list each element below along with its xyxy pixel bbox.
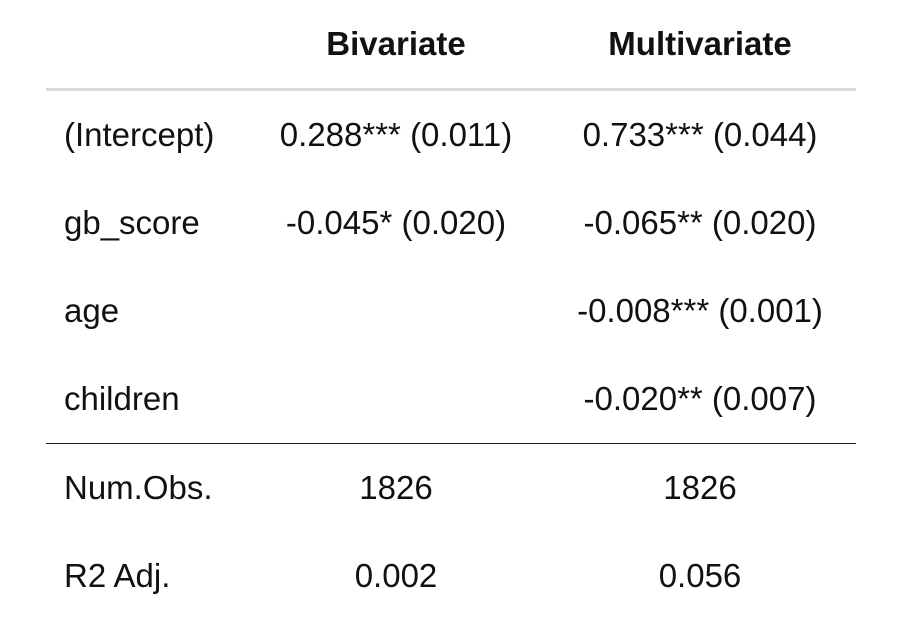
header-multivariate: Multivariate [544,0,856,91]
regression-table-container: Bivariate Multivariate (Intercept) 0.288… [46,0,856,620]
row-label: children [46,355,248,444]
cell-bivariate [248,355,544,444]
header-bivariate: Bivariate [248,0,544,91]
row-label: gb_score [64,204,200,241]
table-row: age -0.008*** (0.001) [46,267,856,355]
cell-bivariate: 1826 [359,469,433,506]
row-label: (Intercept) [64,116,215,153]
table-row: gb_score -0.045* (0.020) -0.065** (0.020… [46,179,856,267]
row-label: R2 Adj. [64,557,171,594]
stat-row: R2 Adj. 0.002 0.056 [46,532,856,620]
table-header: Bivariate Multivariate [46,0,856,91]
cell-multivariate: -0.020** (0.007) [544,355,856,444]
cell-multivariate: 0.056 [658,557,742,594]
cell-multivariate: -0.065** (0.020) [583,204,817,241]
cell-multivariate: -0.008*** (0.001) [577,292,823,329]
cell-bivariate [248,267,544,355]
row-label: Num.Obs. [64,469,213,506]
cell-bivariate: 0.002 [354,557,438,594]
cell-bivariate: 0.288*** (0.011) [279,116,513,153]
header-label-column [46,0,248,91]
row-label: age [64,292,120,329]
cell-multivariate: 1826 [663,469,737,506]
stat-row: Num.Obs. 1826 1826 [46,444,856,533]
table-row: (Intercept) 0.288*** (0.011) 0.733*** (0… [46,90,856,180]
cell-multivariate: 0.733*** (0.044) [582,116,818,153]
table-row: children -0.020** (0.007) [46,355,856,444]
regression-table: Bivariate Multivariate (Intercept) 0.288… [46,0,856,620]
table-body: (Intercept) 0.288*** (0.011) 0.733*** (0… [46,90,856,621]
cell-bivariate: -0.045* (0.020) [285,204,507,241]
header-row: Bivariate Multivariate [46,0,856,91]
